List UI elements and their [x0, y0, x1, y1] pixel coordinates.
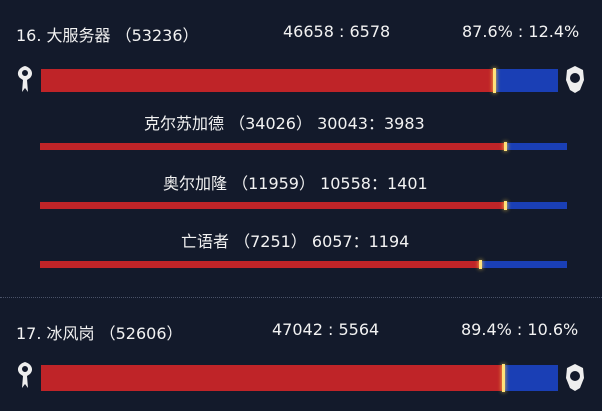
horde-fill [41, 69, 494, 92]
horde-fill [40, 261, 481, 268]
server-title: 16. 大服务器 （53236） [16, 26, 199, 45]
horde-fill [41, 365, 504, 391]
main-ratio-bar [41, 364, 558, 392]
realm-ratio-bar [40, 201, 567, 210]
faction-percent: 89.4% : 10.6% [461, 320, 579, 339]
horde-icon [17, 362, 33, 388]
realm-label: 奥尔加隆 （11959） 10558：1401 [163, 174, 428, 193]
ratio-marker [504, 142, 508, 151]
ratio-marker [502, 364, 506, 392]
realm-label: 克尔苏加德 （34026） 30043：3983 [144, 114, 425, 133]
horde-fill [40, 143, 506, 150]
ratio-marker [479, 260, 483, 269]
main-ratio-bar [41, 68, 558, 93]
faction-percent: 87.6% : 12.4% [462, 22, 580, 41]
ratio-marker [492, 68, 496, 93]
realm-ratio-bar [40, 142, 567, 151]
row-divider [0, 297, 602, 298]
realm-label: 亡语者 （7251） 6057：1194 [181, 232, 410, 251]
alliance-icon [566, 364, 584, 391]
alliance-icon [566, 66, 584, 93]
faction-counts: 47042 : 5564 [272, 320, 380, 339]
server-title: 17. 冰风岗 （52606） [16, 324, 183, 343]
horde-fill [40, 202, 506, 209]
ratio-marker [504, 201, 508, 210]
faction-counts: 46658 : 6578 [283, 22, 391, 41]
horde-icon [17, 66, 33, 92]
realm-ratio-bar [40, 260, 567, 269]
